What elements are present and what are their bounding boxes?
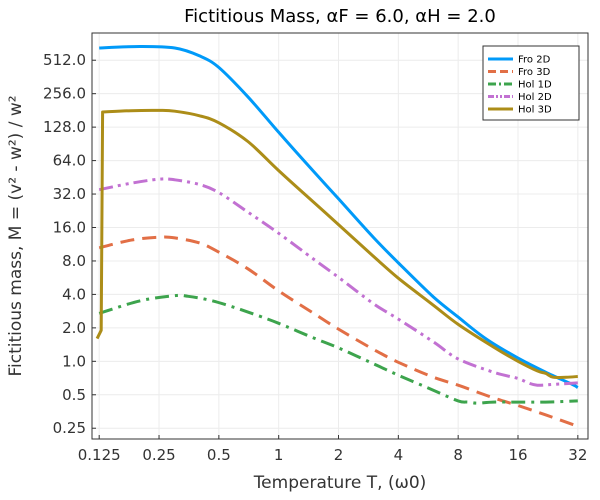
y-tick-label: 64.0 xyxy=(53,152,86,170)
y-tick-label: 0.25 xyxy=(53,419,86,437)
x-tick-label: 16 xyxy=(508,446,527,464)
series-line-fro-2d xyxy=(99,44,579,389)
legend-label-fro-3d: Fro 3D xyxy=(518,67,551,78)
y-tick-label: 512.0 xyxy=(43,51,86,69)
legend-label-fro-2d: Fro 2D xyxy=(518,55,551,66)
plot-frame xyxy=(91,32,589,440)
legend-label-hol-1d: Hol 1D xyxy=(518,80,552,91)
x-axis-ticks: 0.125 0.25 0.5 1 2 4 8 16 32 xyxy=(78,435,587,464)
series-line-hol-2d xyxy=(98,177,578,387)
x-tick-label: 2 xyxy=(334,446,344,464)
y-axis-ticks: 0.25 0.5 1.0 2.0 4.0 8.0 16.0 32.0 64.0 128.0 256.… xyxy=(43,51,96,437)
x-axis-label: Temperature T, (ω0) xyxy=(253,473,427,493)
y-tick-label: 4.0 xyxy=(62,285,86,303)
plot-grid xyxy=(92,33,588,439)
y-tick-label: 256.0 xyxy=(43,85,86,103)
series-layer xyxy=(95,44,579,428)
y-tick-label: 128.0 xyxy=(43,118,86,136)
x-tick-label: 0.125 xyxy=(78,446,121,464)
legend-label-hol-3d: Hol 3D xyxy=(518,105,552,116)
x-tick-label: 0.25 xyxy=(142,446,175,464)
x-tick-label: 4 xyxy=(394,446,404,464)
x-tick-label: 0.5 xyxy=(207,446,231,464)
y-tick-label: 16.0 xyxy=(53,218,86,236)
series-line-hol-1d xyxy=(98,293,578,405)
x-tick-label: 1 xyxy=(274,446,284,464)
y-tick-label: 32.0 xyxy=(53,185,86,203)
x-tick-label: 8 xyxy=(453,446,463,464)
y-tick-label: 0.5 xyxy=(62,386,86,404)
y-tick-label: 1.0 xyxy=(62,352,86,370)
y-tick-label: 8.0 xyxy=(62,252,86,270)
legend-label-hol-2d: Hol 2D xyxy=(518,92,552,103)
series-line-fro-3d xyxy=(98,235,579,428)
x-tick-label: 32 xyxy=(568,446,587,464)
series-line-hol-3d xyxy=(95,108,578,379)
chart-title: Fictitious Mass, αF = 6.0, αH = 2.0 xyxy=(184,6,496,27)
y-tick-label: 2.0 xyxy=(62,319,86,337)
y-axis-label: Fictitious mass, M = (v² - w²) / w² xyxy=(6,95,26,376)
